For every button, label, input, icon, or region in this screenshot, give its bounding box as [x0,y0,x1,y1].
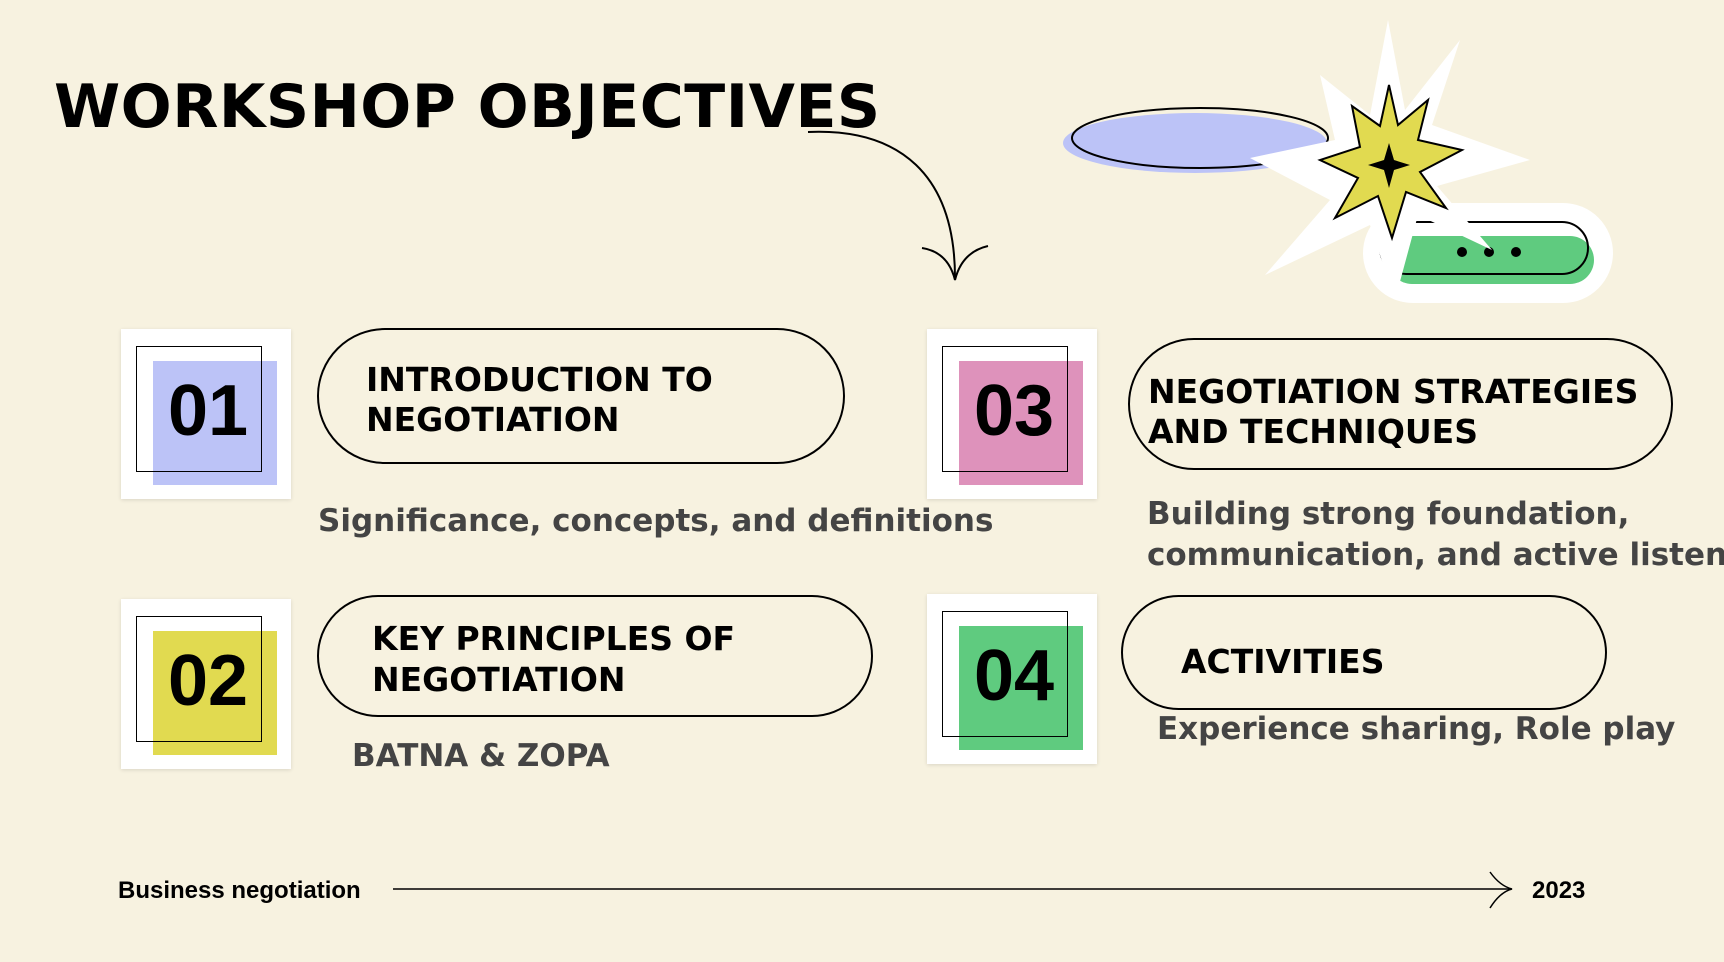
objective-4-outline-square [942,611,1068,737]
objective-3-heading-line2: AND TECHNIQUES [1148,412,1478,451]
objective-1-number: 01 [167,371,249,451]
objective-2-number: 02 [167,641,249,721]
objective-1-heading-line2: NEGOTIATION [366,400,620,439]
objective-3-number-card: 03 [927,329,1097,499]
objective-4-heading: ACTIVITIES [1181,642,1385,681]
objective-1-description: Significance, concepts, and definitions [318,503,994,539]
objective-1-heading-line1: INTRODUCTION TO [366,360,713,399]
objective-1-number-card: 01 [121,329,291,499]
objective-2-description: BATNA & ZOPA [352,738,610,774]
objective-2-outline-square [136,616,262,742]
chat-bubble-icon [1363,203,1613,303]
objective-3-number: 03 [973,371,1055,451]
objective-1-pill [317,328,845,464]
objective-2-pill [317,595,873,717]
objective-4-description: Experience sharing, Role play [1157,711,1676,747]
objective-4-number: 04 [973,636,1055,716]
objective-2-heading-line2: NEGOTIATION [372,660,626,699]
objective-3-heading-line1: NEGOTIATION STRATEGIES [1148,372,1639,411]
objective-3-description-line2: communication, and active listening [1147,537,1724,573]
objective-3-pill [1128,338,1673,470]
objective-2-number-card: 02 [121,599,291,769]
objective-3-description-line1: Building strong foundation, [1147,496,1630,532]
objective-4-color-square [959,626,1083,750]
footer-left-label: Business negotiation [118,877,361,904]
objective-4-pill [1121,595,1607,710]
page-title: WORKSHOP OBJECTIVES [54,72,881,142]
objective-1-color-square [153,361,277,485]
sparkle-icon [1368,143,1410,188]
objective-4-number-card: 04 [927,594,1097,764]
objective-3-color-square [959,361,1083,485]
starburst-icon [1250,20,1530,300]
objective-1-outline-square [136,346,262,472]
objective-2-heading-line1: KEY PRINCIPLES OF [372,619,736,658]
footer-year: 2023 [1532,877,1586,904]
objective-2-color-square [153,631,277,755]
objective-3-outline-square [942,346,1068,472]
